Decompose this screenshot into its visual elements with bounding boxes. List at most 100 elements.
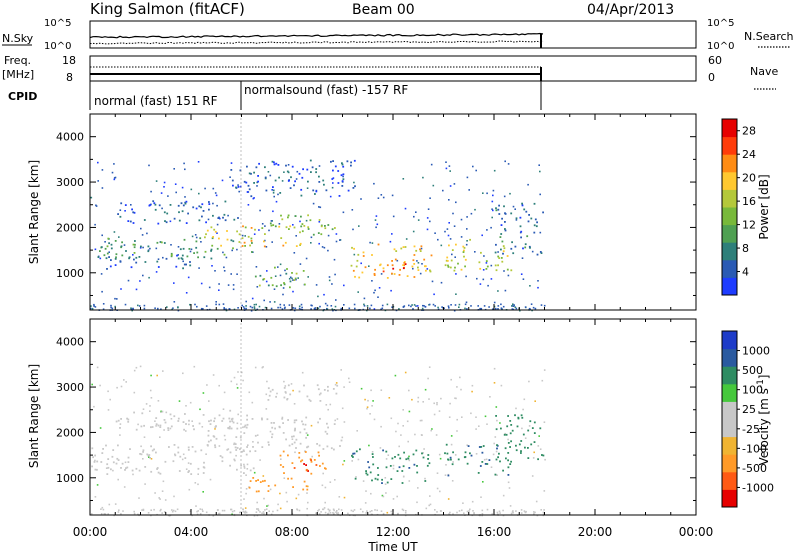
power-echo-cell xyxy=(394,258,397,261)
power-echo-cell xyxy=(446,256,449,259)
velocity-echo-cell xyxy=(293,419,296,422)
velocity-echo-cell xyxy=(385,466,388,469)
power-echo-cell xyxy=(312,189,315,192)
velocity-echo-cell xyxy=(169,413,172,416)
velocity-echo-cell xyxy=(522,433,525,436)
power-clutter-cell xyxy=(233,308,236,311)
velocity-echo-cell xyxy=(367,461,369,463)
velocity-echo-cell xyxy=(310,459,312,461)
velocity-clutter-cell xyxy=(340,509,343,511)
power-echo-cell xyxy=(97,161,99,164)
velocity-echo-cell xyxy=(121,462,124,465)
power-echo-cell xyxy=(506,268,509,271)
velocity-echo-cell xyxy=(203,466,206,469)
power-echo-cell xyxy=(206,229,209,232)
velocity-echo-cell xyxy=(471,390,473,393)
velocity-echo-cell xyxy=(352,452,355,455)
velocity-echo-cell xyxy=(428,398,430,400)
power-echo-cell xyxy=(230,169,233,171)
power-echo-cell xyxy=(464,258,467,261)
power-echo-cell xyxy=(258,229,260,231)
velocity-echo-cell xyxy=(293,421,296,424)
velocity-echo-cell xyxy=(310,472,313,475)
power-clutter-cell xyxy=(543,304,546,307)
velocity-echo-cell xyxy=(218,445,221,447)
power-echo-cell xyxy=(492,189,495,192)
velocity-echo-cell xyxy=(528,425,531,427)
power-echo-cell xyxy=(184,168,186,171)
velocity-echo-cell xyxy=(243,472,245,474)
velocity-echo-cell xyxy=(218,414,221,417)
velocity-echo-cell xyxy=(209,423,212,425)
power-clutter-cell xyxy=(202,308,204,310)
velocity-clutter-cell xyxy=(163,511,166,513)
velocity-echo-cell xyxy=(229,464,231,467)
power-echo-cell xyxy=(108,256,110,258)
power-echo-cell xyxy=(227,284,230,286)
velocity-echo-cell xyxy=(164,421,167,424)
velocity-echo-cell xyxy=(412,453,415,456)
power-echo-cell xyxy=(259,209,261,212)
power-echo-cell xyxy=(135,256,138,259)
velocity-echo-cell xyxy=(150,458,153,460)
velocity-echo-cell xyxy=(283,380,285,383)
velocity-echo-cell xyxy=(454,397,456,399)
power-echo-cell xyxy=(135,288,138,291)
power-echo-cell xyxy=(253,171,255,174)
power-echo-cell xyxy=(120,202,123,205)
velocity-echo-cell xyxy=(117,459,120,461)
velocity-echo-cell xyxy=(439,490,441,493)
velocity-echo-cell xyxy=(107,390,109,393)
velocity-clutter-cell xyxy=(245,511,248,514)
power-echo-cell xyxy=(133,211,136,214)
power-clutter-cell xyxy=(245,305,247,307)
velocity-echo-cell xyxy=(301,420,303,423)
velocity-echo-cell xyxy=(503,433,506,436)
velocity-echo-cell xyxy=(214,444,216,447)
velocity-echo-cell xyxy=(109,398,111,401)
velocity-echo-cell xyxy=(369,471,372,474)
power-clutter-cell xyxy=(334,305,337,308)
velocity-echo-cell xyxy=(330,447,333,450)
velocity-echo-cell xyxy=(246,414,248,417)
velocity-echo-cell xyxy=(495,450,498,453)
velocity-clutter-cell xyxy=(540,509,542,511)
beam-title: Beam 00 xyxy=(352,2,415,18)
power-clutter-cell xyxy=(534,307,537,310)
power-clutter-cell xyxy=(250,310,253,312)
power-echo-cell xyxy=(330,160,332,163)
power-echo-cell xyxy=(433,293,435,296)
velocity-echo-cell xyxy=(264,479,266,482)
power-colorbar-cell xyxy=(722,189,737,208)
velocity-echo-cell xyxy=(392,467,395,470)
power-echo-cell xyxy=(216,247,219,250)
velocity-echo-cell xyxy=(333,448,335,451)
velocity-echo-cell xyxy=(504,447,507,450)
power-echo-cell xyxy=(504,221,506,223)
power-echo-cell xyxy=(510,212,513,215)
power-echo-cell xyxy=(185,200,188,203)
power-echo-cell xyxy=(283,171,285,173)
velocity-echo-cell xyxy=(352,456,354,458)
velocity-echo-cell xyxy=(428,504,430,507)
velocity-echo-cell xyxy=(524,446,526,449)
velocity-echo-cell xyxy=(96,460,99,463)
power-echo-cell xyxy=(524,243,527,246)
velocity-echo-cell xyxy=(398,445,400,448)
velocity-echo-cell xyxy=(543,490,546,492)
velocity-echo-cell xyxy=(244,510,247,513)
power-echo-cell xyxy=(493,169,496,172)
velocity-echo-cell xyxy=(236,447,239,449)
velocity-echo-cell xyxy=(233,376,236,379)
velocity-echo-cell xyxy=(456,386,458,388)
power-echo-cell xyxy=(274,275,277,277)
power-echo-cell xyxy=(284,241,287,244)
velocity-echo-cell xyxy=(303,480,306,483)
velocity-clutter-cell xyxy=(468,510,470,512)
power-echo-cell xyxy=(402,178,405,180)
power-echo-cell xyxy=(293,226,296,229)
power-echo-cell xyxy=(255,166,258,169)
power-echo-cell xyxy=(379,264,381,267)
velocity-echo-cell xyxy=(327,408,329,411)
velocity-clutter-cell xyxy=(298,509,301,512)
